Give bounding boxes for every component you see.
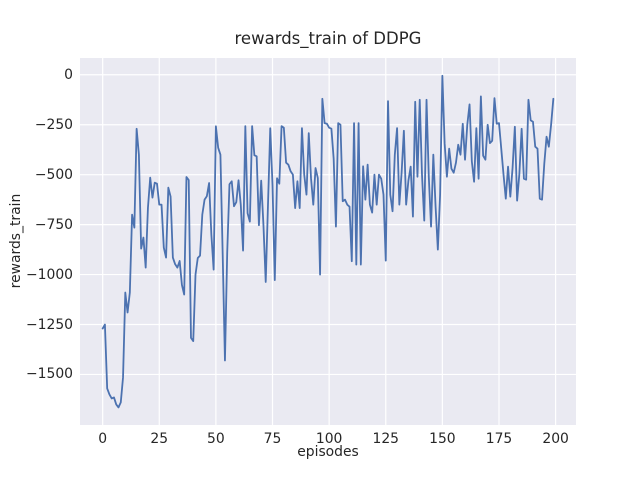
y-axis-tick-labels: 0 −250 −500 −750 −1000 −1250 −1500 bbox=[0, 0, 73, 480]
x-axis-tick-labels: 0 25 50 75 100 125 150 175 200 bbox=[0, 431, 640, 449]
x-tick-label: 175 bbox=[485, 431, 513, 447]
series-line-rewards_train bbox=[101, 74, 555, 409]
x-tick-label: 0 bbox=[98, 431, 108, 447]
x-tick-label: 25 bbox=[150, 431, 169, 447]
reward-line-chart bbox=[80, 58, 576, 425]
x-tick-label: 75 bbox=[263, 431, 282, 447]
x-tick-label: 200 bbox=[542, 431, 569, 447]
y-tick-label: −1500 bbox=[26, 366, 73, 383]
x-tick-label: 50 bbox=[207, 431, 225, 447]
x-axis-label: episodes bbox=[297, 444, 359, 460]
chart-title: rewards_train of DDPG bbox=[234, 29, 422, 48]
plot-area bbox=[80, 58, 576, 425]
x-tick-label: 100 bbox=[315, 431, 343, 447]
x-tick-label: 125 bbox=[372, 431, 400, 447]
y-axis-label: rewards_train bbox=[8, 193, 24, 289]
x-tick-label: 150 bbox=[429, 431, 456, 447]
y-tick-label: 0 bbox=[64, 66, 73, 83]
y-tick-label: −1250 bbox=[26, 316, 73, 333]
y-tick-label: −750 bbox=[34, 216, 73, 233]
y-tick-label: −250 bbox=[34, 116, 73, 133]
y-tick-label: −500 bbox=[34, 166, 73, 183]
y-tick-label: −1000 bbox=[26, 266, 73, 283]
